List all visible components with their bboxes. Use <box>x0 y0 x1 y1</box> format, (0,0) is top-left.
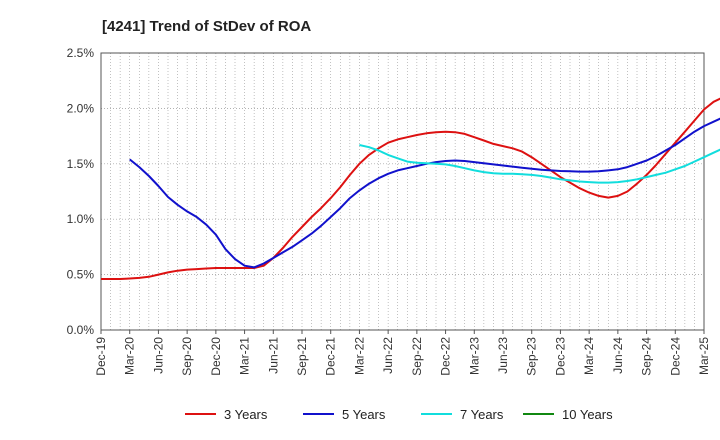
x-tick-label: Dec-23 <box>553 337 567 376</box>
y-tick-label: 0.0% <box>67 323 95 337</box>
y-tick-label: 1.5% <box>67 157 95 171</box>
x-tick-label: Dec-20 <box>209 337 223 376</box>
y-tick-label: 2.0% <box>67 101 95 115</box>
plot-area: 0.0% 0.5% 1.0% 1.5% 2.0% 2.5% Dec-19 Mar-20 Jun-… <box>67 46 720 376</box>
x-tick-label: Jun-23 <box>496 337 510 374</box>
x-tick-label: Jun-24 <box>611 337 625 374</box>
x-tick-label: Mar-25 <box>697 337 711 375</box>
x-tick-label: Jun-21 <box>266 337 280 374</box>
x-tick-label: Dec-24 <box>668 337 682 376</box>
x-tick-label: Sep-23 <box>525 337 539 376</box>
x-tick-label: Jun-20 <box>151 337 165 374</box>
legend-label-1: 3 Years <box>224 407 268 422</box>
y-tick-label: 1.0% <box>67 212 95 226</box>
x-tick-label: Dec-21 <box>324 337 338 376</box>
x-tick-label: Jun-22 <box>381 337 395 374</box>
series-line-3 <box>359 144 720 184</box>
x-tick-label: Sep-22 <box>410 337 424 376</box>
series-line-1 <box>101 97 720 280</box>
x-tick-label: Mar-22 <box>352 337 366 375</box>
legend: 3 Years 5 Years 7 Years 10 Years <box>185 407 613 422</box>
x-tick-label: Mar-21 <box>238 337 252 375</box>
legend-label-3: 7 Years <box>460 407 504 422</box>
x-tick-label: Dec-19 <box>94 337 108 376</box>
y-tick-label: 2.5% <box>67 46 95 60</box>
x-tick-label: Sep-20 <box>180 337 194 376</box>
chart-title: [4241] Trend of StDev of ROA <box>102 18 311 35</box>
x-tick-label: Dec-22 <box>439 337 453 376</box>
x-tick-label: Mar-24 <box>582 337 596 375</box>
x-tick-label: Sep-24 <box>640 337 654 376</box>
legend-label-2: 5 Years <box>342 407 386 422</box>
x-tick-label: Sep-21 <box>295 337 309 376</box>
x-tick-label: Mar-20 <box>123 337 137 375</box>
series-line-2 <box>129 117 720 269</box>
legend-label-4: 10 Years <box>562 407 613 422</box>
x-tick-label: Mar-23 <box>467 337 481 375</box>
plot-frame <box>100 52 705 331</box>
y-tick-label: 0.5% <box>67 268 95 282</box>
